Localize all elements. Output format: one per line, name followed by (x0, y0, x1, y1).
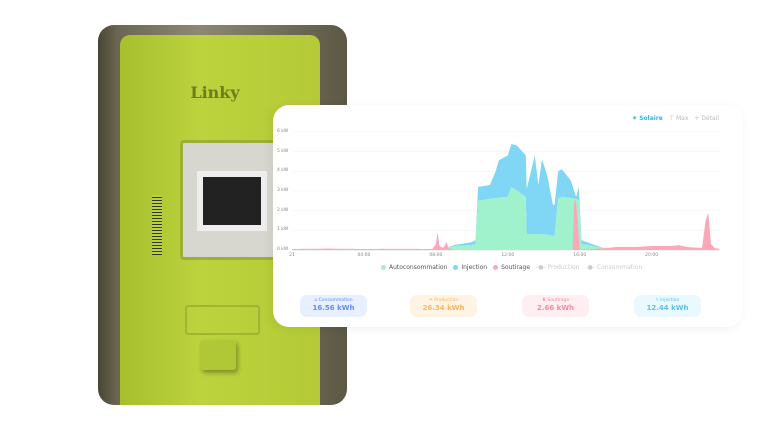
home-icon: ⌂ (314, 298, 318, 303)
legend-dot-icon (493, 265, 499, 270)
option-label: Solaire (639, 115, 663, 122)
kpi-consommation: ⌂ Consommation 16.56 kWh (300, 295, 367, 317)
legend-item[interactable]: -●- Consommation (585, 264, 642, 271)
kpi-value: 16.56 kWh (312, 304, 355, 312)
kpi-value: 12.44 kWh (646, 304, 689, 312)
x-tick-label: 08:00 (429, 253, 443, 258)
energy-chart-card: ✷ Solaire ⊤ Max + Détail 0 kW 1 kW 2 kW 3 k… (273, 105, 743, 327)
kpi-label: Soutirage (547, 298, 570, 303)
kpi-label: Production (434, 298, 459, 303)
barcode (152, 195, 162, 255)
x-tick-label: 21 (289, 253, 295, 258)
option-max[interactable]: ⊤ Max (668, 115, 689, 122)
legend-label: Production (547, 264, 580, 271)
legend-item[interactable]: -●- Production (536, 264, 579, 271)
legend-label: Injection (461, 264, 488, 271)
legend-item[interactable]: Injection (453, 264, 487, 271)
x-tick-label: 20:00 (645, 253, 659, 258)
kpi-label: Injection (660, 298, 680, 303)
legend-dot-icon (381, 265, 386, 270)
sun-icon: ☀ (428, 298, 433, 303)
linky-logo: Linky (190, 83, 240, 102)
y-tick-label: 5 kW (277, 148, 289, 154)
legend-item[interactable]: Soutirage (493, 264, 530, 271)
option-label: Max (675, 115, 689, 122)
meter-cover (185, 305, 260, 335)
option-detail[interactable]: + Détail (694, 115, 719, 122)
kpi-soutirage: ♜ Soutirage 2.66 kWh (522, 295, 589, 317)
bolt-icon: ϟ (655, 298, 659, 303)
x-tick-label: 12:00 (501, 253, 515, 258)
legend-item[interactable]: Autoconsommation (381, 264, 447, 271)
legend-line-icon: -●- (536, 264, 548, 271)
y-tick-label: 0 kW (277, 247, 289, 252)
x-tick-label: 16:00 (573, 253, 587, 258)
legend-label: Consommation (596, 264, 643, 271)
chart-options: ✷ Solaire ⊤ Max + Détail (632, 115, 719, 122)
x-tick-label: 04:00 (357, 253, 371, 258)
kpi-label: Consommation (318, 298, 353, 303)
kpi-injection: ϟ Injection 12.44 kWh (634, 295, 701, 317)
y-tick-label: 2 kW (277, 207, 289, 213)
kpi-value: 26.34 kWh (422, 304, 465, 312)
y-tick-label: 6 kW (277, 128, 289, 134)
kpi-production: ☀ Production 26.34 kWh (410, 295, 477, 317)
kpi-value: 2.66 kWh (536, 304, 575, 312)
power-chart[interactable] (273, 105, 743, 265)
chart-legend: Autoconsommation Injection Soutirage -●- Pr… (381, 264, 642, 271)
option-label: Détail (701, 115, 719, 122)
y-tick-label: 1 kW (277, 227, 289, 233)
option-solaire[interactable]: ✷ Solaire (632, 115, 663, 122)
legend-line-icon: -●- (585, 264, 597, 271)
meter-handle (200, 340, 236, 370)
legend-dot-icon (453, 265, 459, 270)
injection-area (292, 144, 720, 250)
autoconsommation-area (292, 186, 720, 250)
legend-label: Autoconsommation (389, 264, 448, 271)
y-tick-label: 4 kW (277, 168, 289, 174)
legend-label: Soutirage (501, 264, 531, 271)
tower-icon: ♜ (541, 298, 546, 303)
y-tick-label: 3 kW (277, 187, 289, 193)
